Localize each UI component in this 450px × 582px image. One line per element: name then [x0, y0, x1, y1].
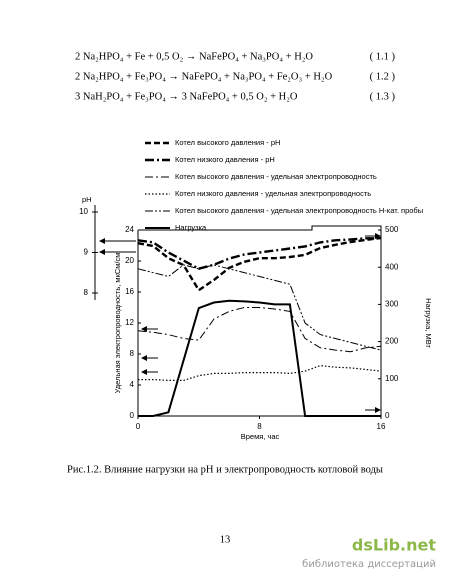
page-number: 13: [220, 534, 231, 545]
y-axis-label: Удельная электропроводность, мкСм/см: [113, 253, 122, 394]
legend-label: Котел высокого давления - удельная элект…: [175, 206, 423, 215]
y-tick-label: 24: [125, 225, 134, 234]
y2-tick-label: 100: [385, 374, 399, 383]
legend-label: Нагрузка: [175, 223, 207, 232]
arrows: [99, 233, 381, 413]
legend-label: Котел низкого давления - удельная электр…: [175, 189, 371, 198]
legend-label: Котел высокого давления - pH: [175, 138, 280, 147]
legend-label: Котел низкого давления - pH: [175, 155, 275, 164]
y2-tick-label: 200: [385, 337, 399, 346]
plot-frame: [94, 205, 382, 417]
series-line: [137, 236, 382, 292]
equation-number: ( 1.3 ): [370, 91, 396, 102]
series-line: [137, 307, 382, 353]
y2-tick-label: 300: [385, 300, 399, 309]
series-line: [137, 237, 381, 270]
equation: 2 Na₂HPO₄ + Fe₃PO₄ → NaFePO₄ + Na₃PO₄ + …: [75, 71, 333, 82]
equation: 3 NaH₂PO₄ + Fe₃PO₄ → 3 NaFePO₄ + 0,5 O₂ …: [75, 91, 298, 102]
series-line: [138, 364, 382, 381]
x-tick-label: 16: [377, 422, 386, 431]
watermark-subtitle: библиотека диссертаций: [302, 559, 436, 570]
watermark-logo: dsLib.net: [352, 536, 436, 555]
x-tick-label: 8: [257, 422, 262, 431]
x-axis-label: Время, час: [241, 432, 280, 441]
y-tick-label: 0: [130, 411, 135, 420]
y-tick-label: 4: [130, 380, 135, 389]
y-tick-label: 8: [130, 349, 135, 358]
x-tick-label: 0: [136, 422, 141, 431]
y3-tick-label: 8: [84, 288, 89, 297]
equation: 2 Na₂HPO₄ + Fe + 0,5 O₂ → NaFePO₄ + Na₃P…: [75, 51, 313, 62]
y2-tick-label: 400: [385, 262, 399, 271]
y-tick-label: 16: [125, 287, 134, 296]
y3-tick-label: 10: [79, 207, 88, 216]
y-tick-label: 20: [125, 256, 134, 265]
series-line: [137, 264, 382, 351]
y-tick-label: 12: [125, 318, 134, 327]
y3-axis-label: pH: [82, 195, 92, 204]
y2-tick-label: 0: [385, 411, 390, 420]
equation-number: ( 1.2 ): [370, 71, 396, 82]
series-line: [138, 299, 381, 417]
y3-tick-label: 9: [84, 248, 89, 257]
y2-axis-label: Нагрузка, МВт: [424, 298, 433, 348]
legend-label: Котел высокого давления - удельная элект…: [175, 172, 377, 181]
caption: Рис.1.2. Влияние нагрузки на pH и электр…: [67, 464, 383, 475]
equation-number: ( 1.1 ): [370, 51, 396, 62]
y2-tick-label: 500: [385, 225, 399, 234]
